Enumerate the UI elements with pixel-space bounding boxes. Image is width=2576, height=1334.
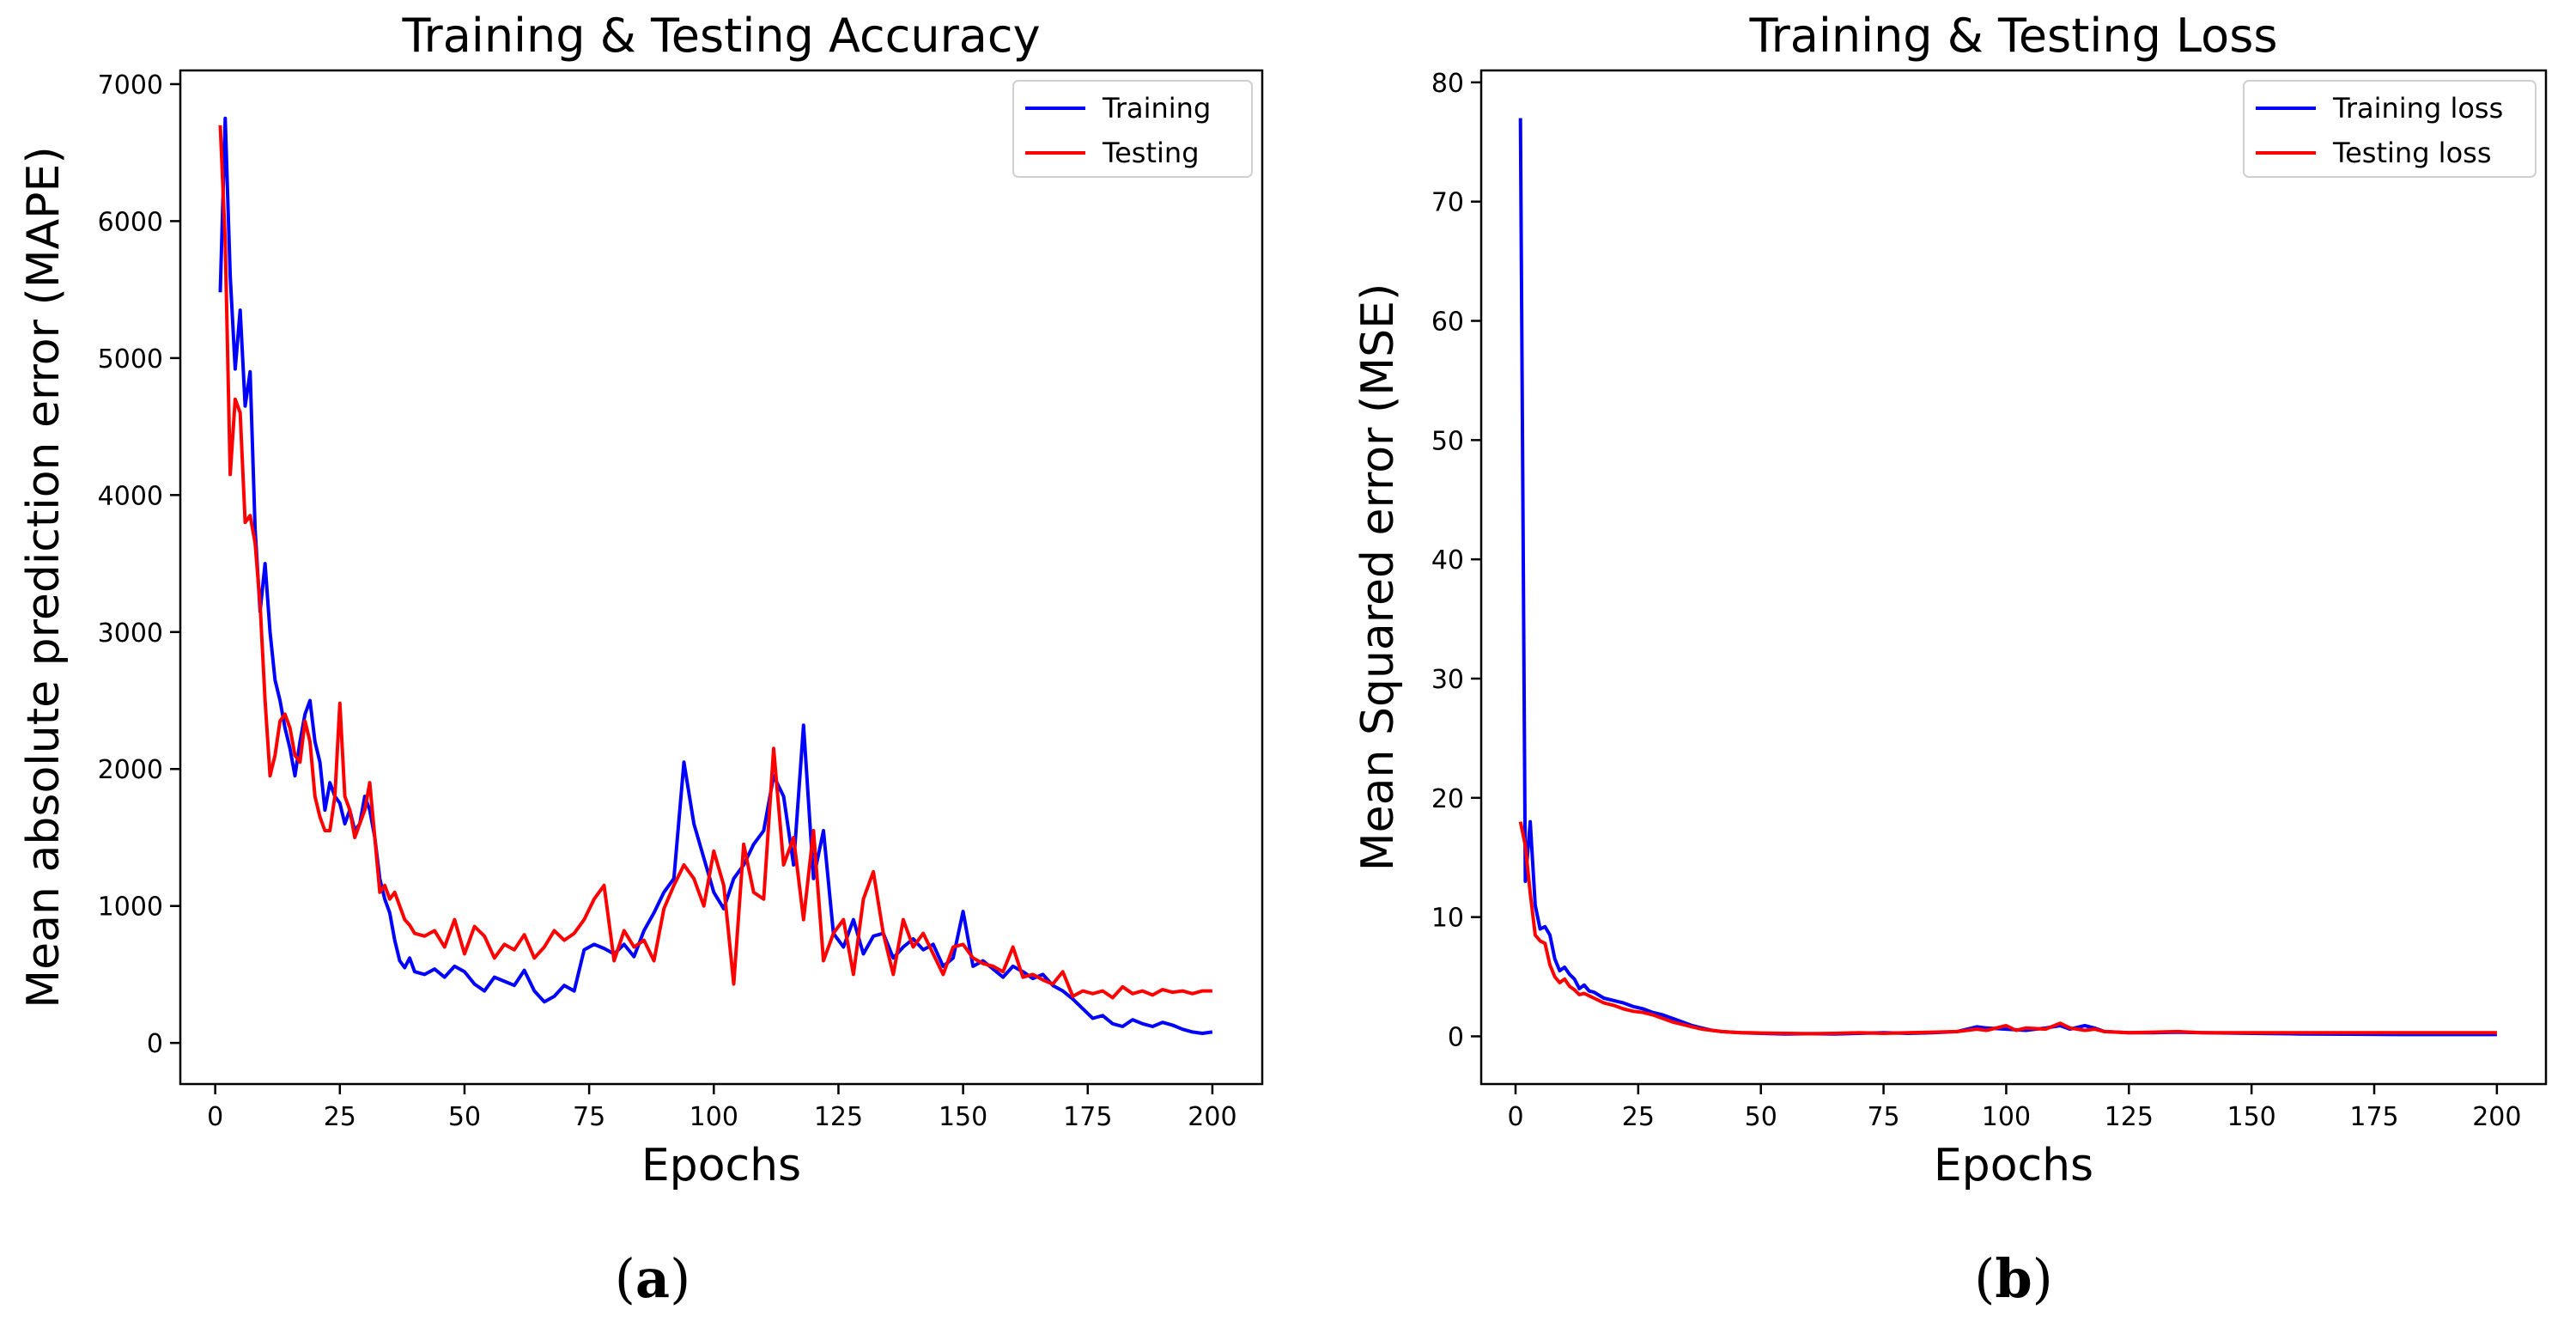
x-tick-label: 50 <box>448 1102 481 1132</box>
y-tick-label: 60 <box>1431 308 1464 338</box>
x-tick-label: 200 <box>1188 1102 1236 1132</box>
x-tick-label: 125 <box>2105 1102 2154 1132</box>
plot-area <box>1479 69 2548 1086</box>
x-tick-label: 150 <box>2227 1102 2276 1132</box>
series-line-training-loss <box>1518 118 2497 1037</box>
y-tick-label: 80 <box>1431 69 1464 99</box>
y-tick-label: 10 <box>1431 904 1464 934</box>
chart-title: Training & Testing Accuracy <box>401 9 1040 63</box>
y-tick-label: 0 <box>1448 1022 1464 1052</box>
y-tick-label: 20 <box>1431 784 1464 814</box>
x-tick-label: 75 <box>573 1102 605 1132</box>
panel-label: (a) <box>615 1247 691 1310</box>
series-line-testing-loss <box>1518 821 2497 1036</box>
y-tick-label: 6000 <box>98 207 163 237</box>
series-line-training <box>218 116 1213 1035</box>
y-tick-label: 2000 <box>98 755 163 785</box>
plot-area <box>179 69 1264 1086</box>
x-tick-label: 0 <box>1507 1102 1523 1132</box>
legend: Training Testing <box>1012 80 1253 178</box>
x-tick-label: 150 <box>939 1102 987 1132</box>
panel-label: (b) <box>1974 1247 2053 1310</box>
y-axis-label: Mean Squared error (MSE) <box>1352 283 1404 872</box>
y-axis-label: Mean absolute prediction error (MAPE) <box>18 146 70 1008</box>
y-tick-label: 4000 <box>98 481 163 511</box>
legend-label: Training loss <box>2332 92 2503 125</box>
x-tick-label: 175 <box>1063 1102 1112 1132</box>
legend-label: Testing <box>1102 137 1200 169</box>
y-tick-label: 3000 <box>98 618 163 649</box>
chart-title: Training & Testing Loss <box>1749 9 2278 63</box>
y-tick-label: 5000 <box>98 344 163 375</box>
chart-accuracy: Training & Testing Accuracy 0 25 50 75 100 125… <box>18 9 1264 1310</box>
y-tick-label: 0 <box>147 1029 163 1059</box>
x-tick-label: 75 <box>1867 1102 1899 1132</box>
x-tick-label: 25 <box>324 1102 356 1132</box>
x-tick-label: 100 <box>690 1102 738 1132</box>
x-tick-label: 0 <box>207 1102 223 1132</box>
legend-box <box>2243 80 2537 178</box>
y-tick-label: 7000 <box>98 70 163 101</box>
y-tick-label: 1000 <box>98 892 163 923</box>
x-tick-label: 200 <box>2472 1102 2521 1132</box>
panel-letter: b <box>1995 1247 2032 1310</box>
series-line-testing <box>218 125 1212 1000</box>
x-tick-label: 175 <box>2349 1102 2398 1132</box>
legend: Training loss Testing loss <box>2243 80 2537 178</box>
x-tick-label: 25 <box>1622 1102 1655 1132</box>
y-tick-label: 70 <box>1431 188 1464 218</box>
x-axis-label: Epochs <box>1934 1140 2093 1191</box>
x-tick-label: 100 <box>1982 1102 2031 1132</box>
x-tick-label: 125 <box>814 1102 863 1132</box>
legend-label: Training <box>1102 92 1211 125</box>
y-tick-label: 30 <box>1431 665 1464 695</box>
y-tick-label: 50 <box>1431 426 1464 456</box>
y-tick-label: 40 <box>1431 545 1464 576</box>
panel-letter: a <box>635 1247 670 1310</box>
legend-label: Testing loss <box>2332 137 2491 169</box>
x-tick-label: 50 <box>1745 1102 1777 1132</box>
x-axis-label: Epochs <box>641 1140 801 1191</box>
